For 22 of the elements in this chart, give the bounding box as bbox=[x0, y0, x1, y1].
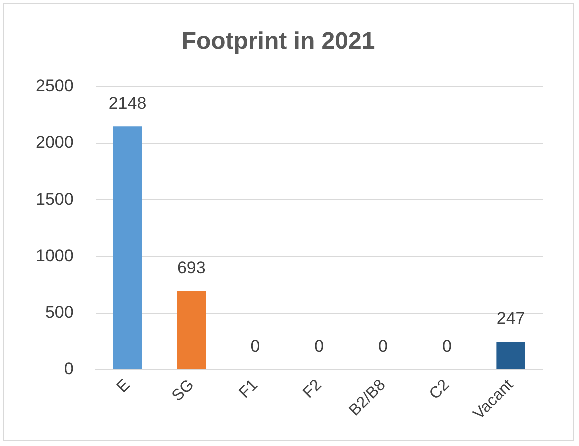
y-tick-label: 1500 bbox=[36, 190, 74, 209]
x-tick-label: F2 bbox=[300, 376, 326, 402]
bar bbox=[113, 126, 142, 370]
x-tick-label: C2 bbox=[426, 376, 454, 404]
data-label: 0 bbox=[314, 337, 324, 356]
data-label: 693 bbox=[177, 258, 206, 278]
data-label: 0 bbox=[442, 337, 452, 356]
bar bbox=[177, 292, 206, 370]
y-tick-label: 2000 bbox=[36, 133, 74, 152]
x-tick-label: SG bbox=[169, 376, 198, 406]
data-label: 247 bbox=[496, 309, 526, 328]
data-label: 0 bbox=[250, 337, 260, 356]
data-label: 2148 bbox=[108, 94, 147, 113]
data-label: 0 bbox=[378, 337, 388, 356]
y-tick-label: 1000 bbox=[36, 246, 74, 266]
x-tick-label: E bbox=[114, 376, 134, 396]
y-tick-label: 2500 bbox=[36, 76, 74, 96]
bar bbox=[496, 342, 526, 370]
chart-title: Footprint in 2021 bbox=[182, 28, 376, 56]
y-tick-label: 0 bbox=[64, 360, 74, 379]
y-tick-label: 500 bbox=[45, 303, 74, 322]
x-tick-label: F1 bbox=[236, 376, 262, 402]
